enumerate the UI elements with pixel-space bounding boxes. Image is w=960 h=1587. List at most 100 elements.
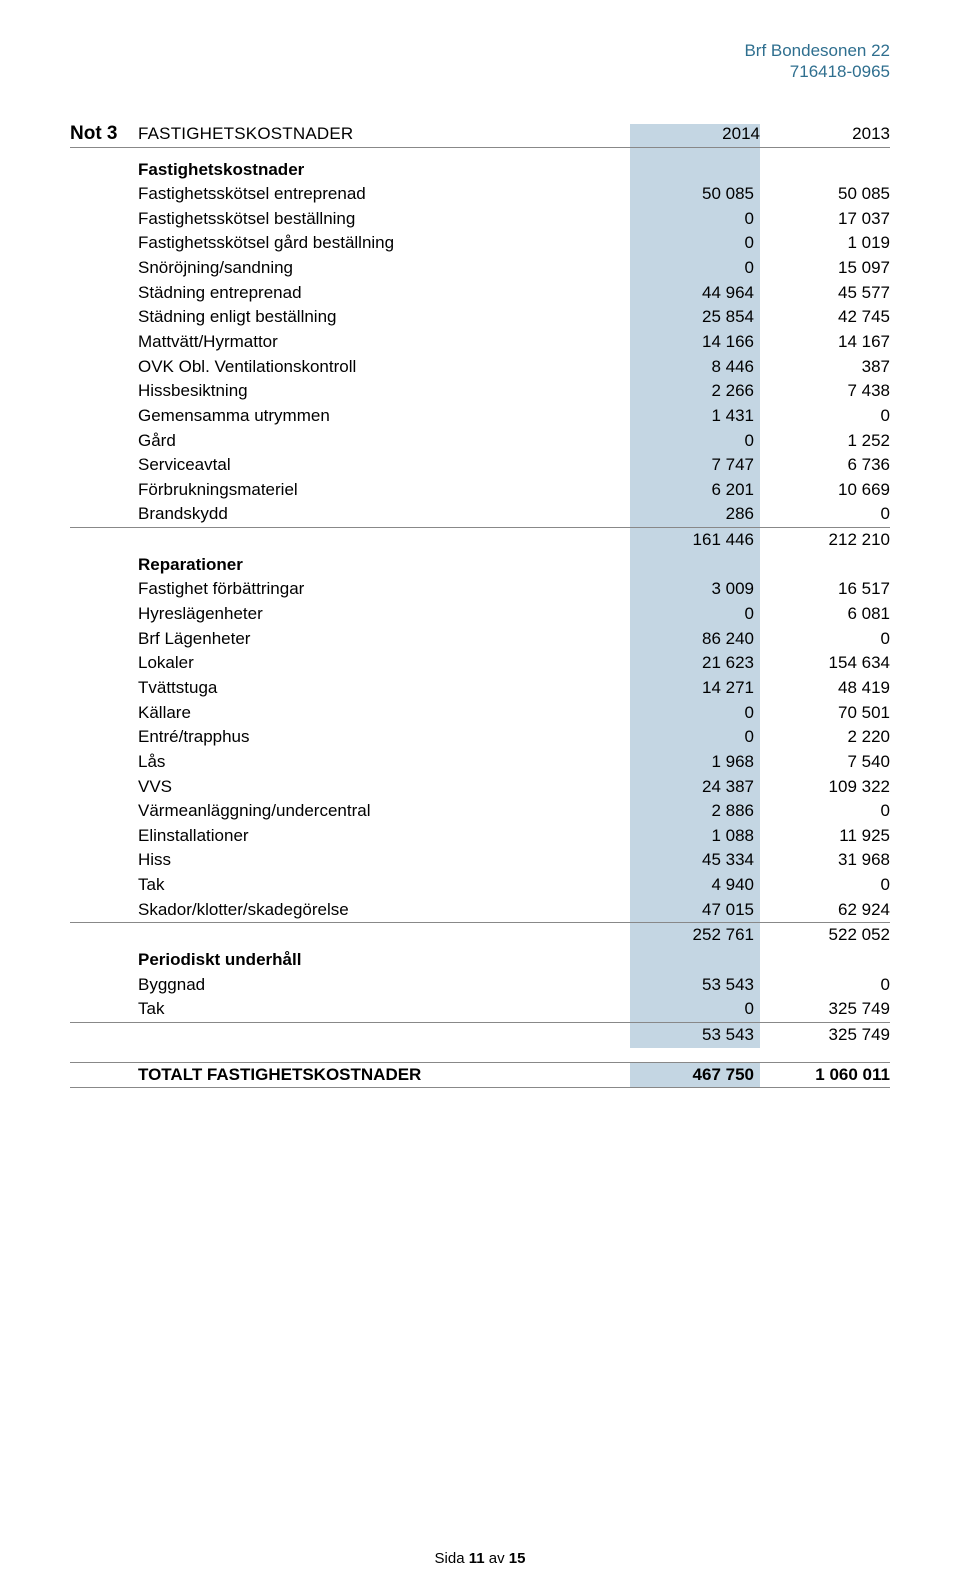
subtotal-2-label bbox=[138, 1023, 630, 1048]
grand-total-2013: 1 060 011 bbox=[760, 1063, 890, 1088]
row-0-2-c2: 1 019 bbox=[760, 231, 890, 256]
row-1-7: Lås1 9687 540 bbox=[70, 750, 890, 775]
row-0-3: Snöröjning/sandning015 097 bbox=[70, 256, 890, 281]
subtotal-1: 252 761522 052 bbox=[70, 922, 890, 948]
subtotal-2-c2: 325 749 bbox=[760, 1023, 890, 1048]
row-1-3-label: Lokaler bbox=[138, 651, 630, 676]
row-2-0-c2: 0 bbox=[760, 973, 890, 998]
section-heading-0: Fastighetskostnader bbox=[70, 158, 890, 183]
row-1-6-c2: 2 220 bbox=[760, 725, 890, 750]
row-1-12-label: Tak bbox=[138, 873, 630, 898]
column-header-2014: 2014 bbox=[630, 124, 760, 147]
row-0-1-c2: 17 037 bbox=[760, 207, 890, 232]
section-heading-2-c2 bbox=[760, 948, 890, 973]
row-0-7-c2: 387 bbox=[760, 355, 890, 380]
row-1-2-c2: 0 bbox=[760, 627, 890, 652]
row-0-13-label: Brandskydd bbox=[138, 502, 630, 527]
row-2-0-label: Byggnad bbox=[138, 973, 630, 998]
row-1-11-c2: 31 968 bbox=[760, 848, 890, 873]
note-title-row: Not 3 FASTIGHETSKOSTNADER 2014 2013 bbox=[70, 123, 890, 148]
row-0-6: Mattvätt/Hyrmattor14 16614 167 bbox=[70, 330, 890, 355]
row-1-2-c1: 86 240 bbox=[630, 627, 760, 652]
row-0-3-c2: 15 097 bbox=[760, 256, 890, 281]
row-1-6-label: Entré/trapphus bbox=[138, 725, 630, 750]
row-0-12: Förbrukningsmateriel6 20110 669 bbox=[70, 478, 890, 503]
row-0-5: Städning enligt beställning25 85442 745 bbox=[70, 305, 890, 330]
row-0-4-label: Städning entreprenad bbox=[138, 281, 630, 306]
row-1-1-c2: 6 081 bbox=[760, 602, 890, 627]
row-2-0: Byggnad53 5430 bbox=[70, 973, 890, 998]
row-2-1-c1: 0 bbox=[630, 997, 760, 1022]
note-title: FASTIGHETSKOSTNADER bbox=[138, 124, 630, 147]
row-1-6-c1: 0 bbox=[630, 725, 760, 750]
row-1-3-c2: 154 634 bbox=[760, 651, 890, 676]
row-1-12-c2: 0 bbox=[760, 873, 890, 898]
row-2-1-label: Tak bbox=[138, 997, 630, 1022]
page-footer: Sida 11 av 15 bbox=[0, 1550, 960, 1567]
section-heading-2: Periodiskt underhåll bbox=[70, 948, 890, 973]
row-0-9-label: Gemensamma utrymmen bbox=[138, 404, 630, 429]
row-2-1-c2: 325 749 bbox=[760, 997, 890, 1022]
page: Brf Bondesonen 22 716418-0965 Not 3 FAST… bbox=[0, 0, 960, 1587]
row-0-2: Fastighetsskötsel gård beställning01 019 bbox=[70, 231, 890, 256]
note-block: Not 3 FASTIGHETSKOSTNADER 2014 2013 Fast… bbox=[70, 123, 890, 1089]
note-number: Not 3 bbox=[70, 123, 138, 145]
row-1-5-c2: 70 501 bbox=[760, 701, 890, 726]
row-1-9: Värmeanläggning/undercentral2 8860 bbox=[70, 799, 890, 824]
row-1-8: VVS24 387109 322 bbox=[70, 775, 890, 800]
org-number: 716418-0965 bbox=[70, 61, 890, 82]
row-0-5-label: Städning enligt beställning bbox=[138, 305, 630, 330]
row-0-9-c2: 0 bbox=[760, 404, 890, 429]
spacer-top-c2 bbox=[760, 148, 890, 158]
row-1-2-label: Brf Lägenheter bbox=[138, 627, 630, 652]
subtotal-0-c2: 212 210 bbox=[760, 528, 890, 553]
row-0-4: Städning entreprenad44 96445 577 bbox=[70, 281, 890, 306]
column-header-2013: 2013 bbox=[760, 124, 890, 147]
row-1-3-c1: 21 623 bbox=[630, 651, 760, 676]
row-2-1: Tak0325 749 bbox=[70, 997, 890, 1022]
row-0-3-c1: 0 bbox=[630, 256, 760, 281]
row-1-13-label: Skador/klotter/skadegörelse bbox=[138, 898, 630, 923]
subtotal-2: 53 543325 749 bbox=[70, 1022, 890, 1048]
row-0-8-label: Hissbesiktning bbox=[138, 379, 630, 404]
section-heading-1-label: Reparationer bbox=[138, 553, 630, 578]
row-0-1-c1: 0 bbox=[630, 207, 760, 232]
grand-total-label: TOTALT FASTIGHETSKOSTNADER bbox=[138, 1063, 630, 1088]
section-heading-1-c1 bbox=[630, 553, 760, 578]
row-0-9: Gemensamma utrymmen1 4310 bbox=[70, 404, 890, 429]
section-heading-2-label: Periodiskt underhåll bbox=[138, 948, 630, 973]
row-0-10-c2: 1 252 bbox=[760, 429, 890, 454]
row-0-9-c1: 1 431 bbox=[630, 404, 760, 429]
row-1-4-c1: 14 271 bbox=[630, 676, 760, 701]
section-heading-2-c1 bbox=[630, 948, 760, 973]
row-1-5-label: Källare bbox=[138, 701, 630, 726]
org-name: Brf Bondesonen 22 bbox=[70, 40, 890, 61]
row-1-0: Fastighet förbättringar3 00916 517 bbox=[70, 577, 890, 602]
row-0-13-c1: 286 bbox=[630, 502, 760, 527]
spacer-top-label bbox=[138, 148, 630, 158]
section-heading-1-c2 bbox=[760, 553, 890, 578]
row-1-3: Lokaler21 623154 634 bbox=[70, 651, 890, 676]
row-0-7: OVK Obl. Ventilationskontroll8 446387 bbox=[70, 355, 890, 380]
row-0-10-label: Gård bbox=[138, 429, 630, 454]
subtotal-0: 161 446212 210 bbox=[70, 527, 890, 553]
row-1-4-label: Tvättstuga bbox=[138, 676, 630, 701]
row-1-4: Tvättstuga14 27148 419 bbox=[70, 676, 890, 701]
footer-prefix: Sida bbox=[435, 1550, 469, 1567]
row-1-4-c2: 48 419 bbox=[760, 676, 890, 701]
table-body: FastighetskostnaderFastighetsskötsel ent… bbox=[70, 148, 890, 1048]
row-1-8-c2: 109 322 bbox=[760, 775, 890, 800]
row-1-5: Källare070 501 bbox=[70, 701, 890, 726]
row-0-1: Fastighetsskötsel beställning017 037 bbox=[70, 207, 890, 232]
row-1-13-c2: 62 924 bbox=[760, 898, 890, 923]
row-0-6-c1: 14 166 bbox=[630, 330, 760, 355]
row-1-0-c1: 3 009 bbox=[630, 577, 760, 602]
grand-total-2014: 467 750 bbox=[630, 1063, 760, 1088]
row-0-7-label: OVK Obl. Ventilationskontroll bbox=[138, 355, 630, 380]
row-0-6-label: Mattvätt/Hyrmattor bbox=[138, 330, 630, 355]
footer-page: 11 bbox=[469, 1550, 485, 1567]
row-0-7-c1: 8 446 bbox=[630, 355, 760, 380]
subtotal-1-label bbox=[138, 923, 630, 948]
row-1-0-c2: 16 517 bbox=[760, 577, 890, 602]
row-1-6: Entré/trapphus02 220 bbox=[70, 725, 890, 750]
